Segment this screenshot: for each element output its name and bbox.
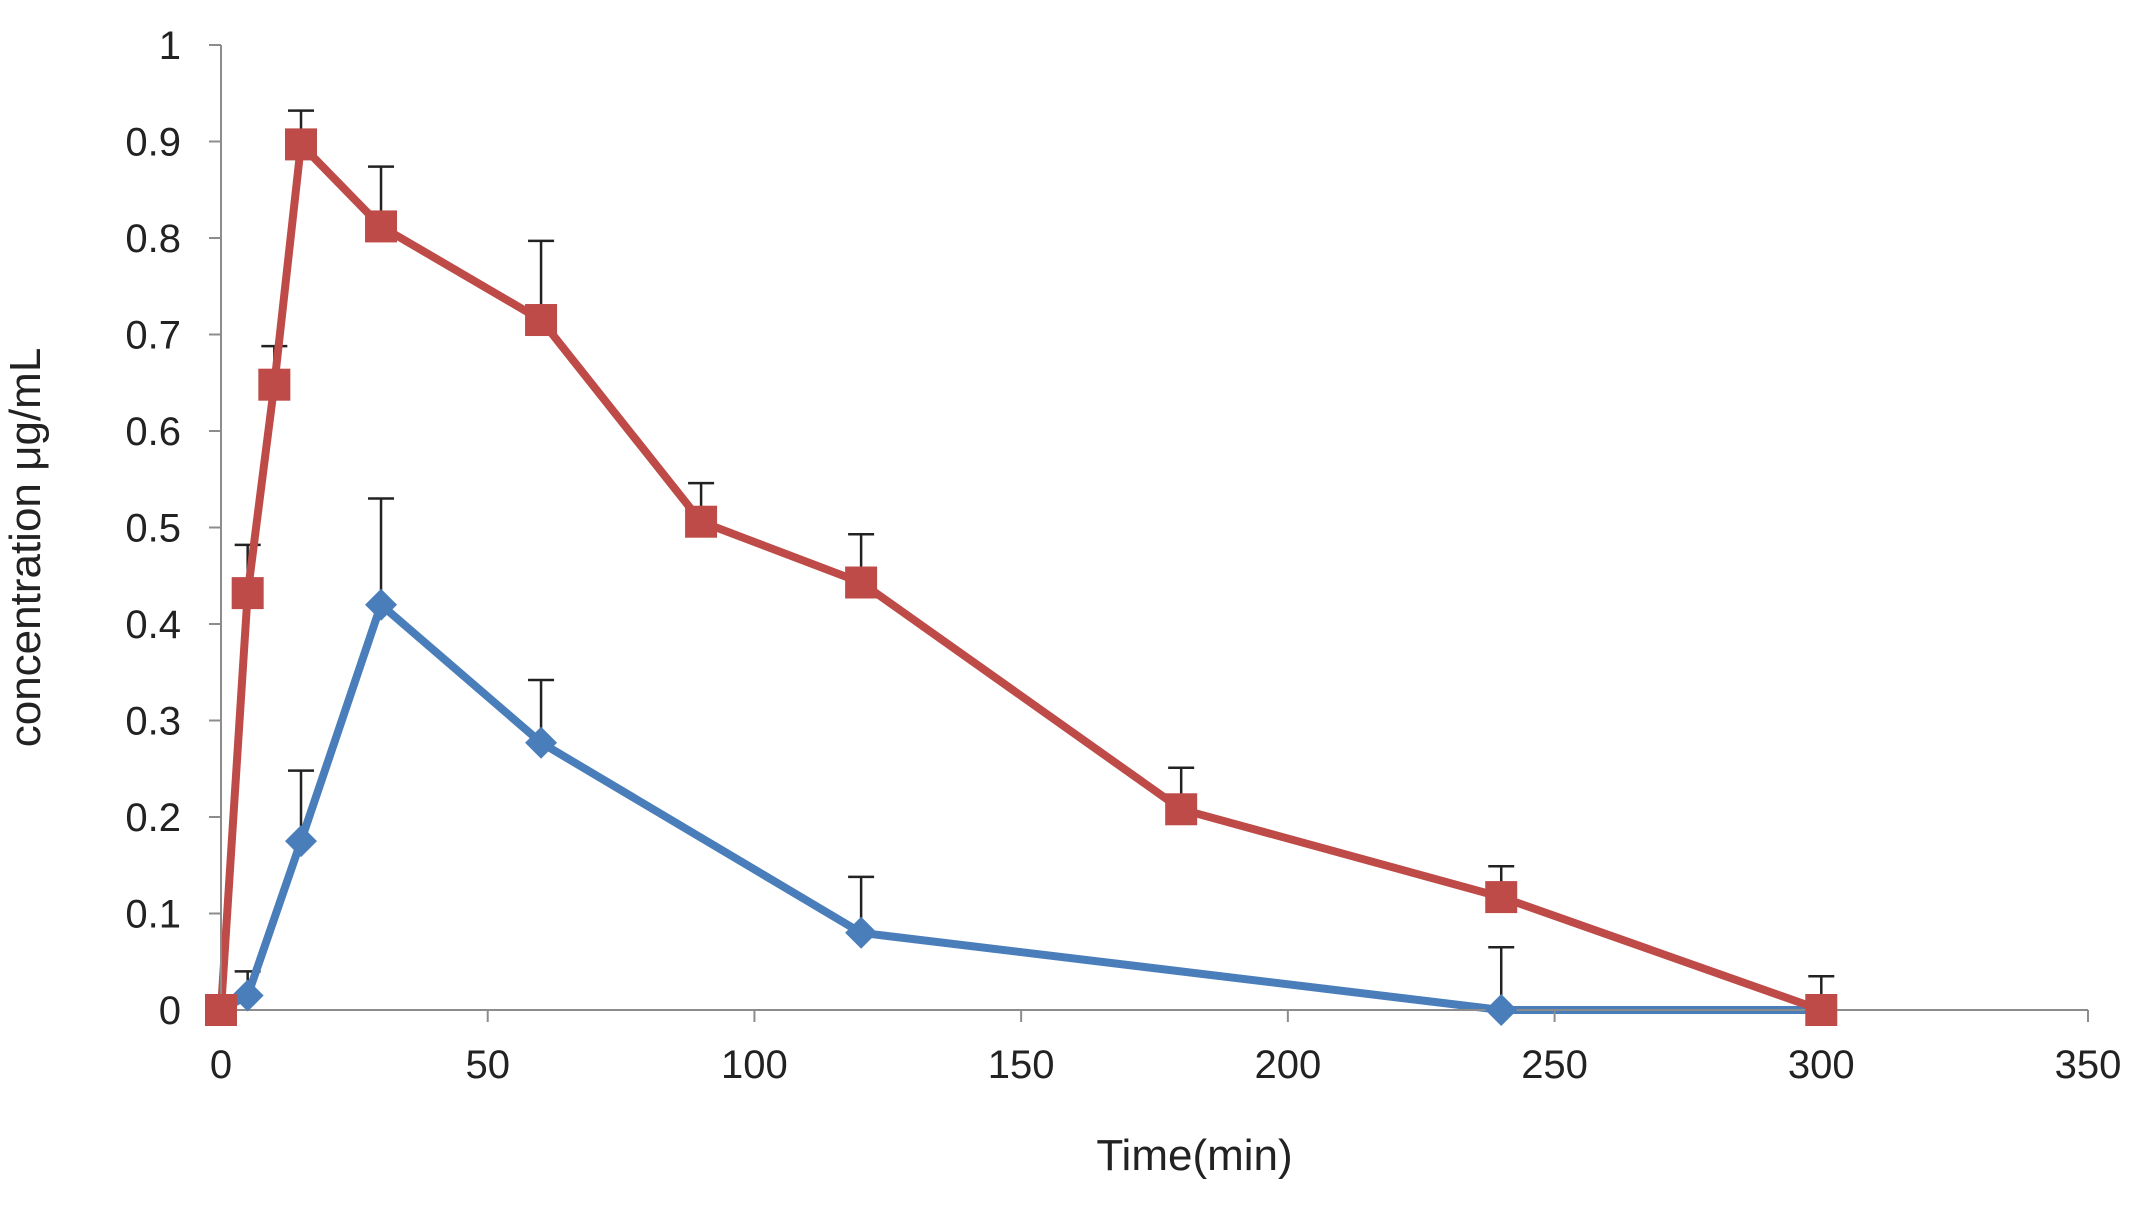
y-tick-label: 0 [159,989,181,1033]
error-bars [234,109,1835,1010]
line-series-red [217,140,1826,1014]
x-tick-label: 300 [1788,1043,1855,1087]
y-tick-label: 0.9 [125,121,181,165]
marker-series-red-4 [365,210,398,243]
y-tick-label: 0.8 [125,217,181,261]
marker-series-red-10 [1805,994,1838,1026]
y-tick-label: 0.2 [125,796,181,840]
y-tick-label: 0.5 [125,507,181,551]
series-lines [217,140,1826,1014]
marker-series-red-1 [231,577,264,610]
y-tick-label: 0.1 [125,893,181,937]
x-tick-label: 100 [721,1043,788,1087]
marker-series-blue-4 [525,726,558,759]
x-tick-label: 350 [2055,1043,2122,1087]
marker-series-red-8 [1165,793,1198,826]
data-markers [205,128,1838,1026]
y-axis-title: concentration μg/mL [1,348,50,748]
marker-series-blue-2 [285,825,318,858]
marker-series-red-3 [285,128,318,161]
x-tick-label: 200 [1254,1043,1321,1087]
y-tick-label: 1 [159,24,181,68]
x-tick-labels: 0 50 100 150 200 250 300 350 [210,1043,2122,1087]
marker-series-blue-5 [845,916,878,949]
line-series-blue [217,600,1826,1014]
marker-series-red-2 [258,368,291,401]
y-tick-label: 0.3 [125,700,181,744]
y-tick-label: 0.4 [125,603,181,647]
marker-series-blue-1 [231,979,264,1012]
axes [209,44,2089,1022]
marker-series-red-0 [205,994,237,1026]
x-tick-label: 250 [1521,1043,1588,1087]
marker-series-red-9 [1485,881,1518,914]
marker-series-red-5 [525,304,558,337]
y-tick-labels: 0 0.1 0.2 0.3 0.4 0.5 0.6 0.7 0.8 0.9 1 [125,24,181,1033]
x-tick-label: 0 [210,1043,232,1087]
x-tick-label: 50 [465,1043,510,1087]
y-tick-label: 0.6 [125,410,181,454]
marker-series-blue-6 [1485,994,1518,1026]
x-tick-label: 150 [988,1043,1055,1087]
x-axis-title: Time(min) [1096,1131,1292,1180]
marker-series-red-6 [685,505,718,538]
y-tick-label: 0.7 [125,314,181,358]
marker-series-red-7 [845,566,878,599]
marker-series-blue-3 [365,588,398,621]
